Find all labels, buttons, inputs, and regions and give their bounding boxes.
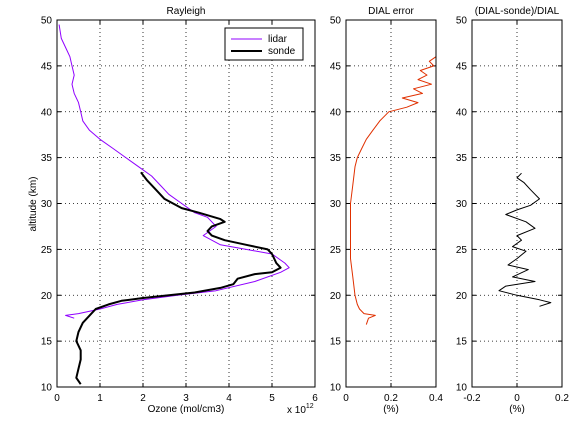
y-tick-label: 15 — [456, 337, 468, 348]
y-tick-label: 10 — [456, 383, 468, 394]
y-tick-label: 45 — [456, 61, 468, 72]
x-tick-label: 0.4 — [429, 393, 443, 404]
x-axis-label: Ozone (mol/cm3) — [148, 404, 225, 415]
dial-sonde-panel: (DIAL-sonde)/DIAL (%) -0.2 0 0.2 10 15 20 25 30… — [456, 6, 570, 415]
axes-frame — [345, 19, 437, 388]
y-tick-label: 30 — [330, 199, 342, 210]
y-tick-label: 45 — [41, 61, 53, 72]
panel-title: DIAL error — [368, 6, 414, 17]
y-tick-label: 25 — [41, 245, 53, 256]
y-tick-label: 50 — [330, 16, 342, 27]
series-line-series-0 — [350, 56, 437, 325]
y-tick-label: 45 — [330, 61, 342, 72]
y-tick-label: 50 — [41, 16, 53, 27]
y-tick-label: 30 — [456, 199, 468, 210]
x-tick-label: -0.2 — [463, 393, 481, 404]
legend: lidar sonde — [224, 27, 304, 61]
y-tick-label: 15 — [330, 337, 342, 348]
y-tick-label: 20 — [330, 291, 342, 302]
y-tick-label: 15 — [41, 337, 53, 348]
x-tick-label: 6 — [312, 393, 318, 404]
y-tick-label: 10 — [41, 383, 53, 394]
y-tick-label: 50 — [456, 16, 468, 27]
x-tick-label: 4 — [226, 393, 232, 404]
x-tick-label: 3 — [183, 393, 189, 404]
legend-label-sonde: sonde — [268, 46, 296, 57]
x-axis-label: (%) — [383, 404, 399, 415]
series-line-series-0 — [498, 172, 552, 307]
dial-error-panel: DIAL error (%) 0 0.2 0.4 10 15 20 25 30 35 40 45 50 — [330, 6, 444, 415]
axes-frame — [56, 19, 316, 388]
y-tick-label: 30 — [41, 199, 53, 210]
y-tick-label: 25 — [330, 245, 342, 256]
y-tick-label: 40 — [41, 107, 53, 118]
rayleigh-panel: Rayleigh Ozone (mol/cm3) altitude (km) x… — [28, 6, 318, 416]
x-tick-label: 0 — [343, 393, 349, 404]
legend-box — [224, 27, 304, 61]
x-tick-label: 0.2 — [555, 393, 569, 404]
x-multiplier: x 1012 — [287, 403, 314, 416]
x-tick-label: 0 — [514, 393, 520, 404]
x-tick-label: 0 — [54, 393, 60, 404]
y-tick-label: 35 — [456, 153, 468, 164]
panel-title: Rayleigh — [167, 6, 206, 17]
y-tick-label: 25 — [456, 245, 468, 256]
x-axis-label: (%) — [509, 404, 525, 415]
axes-frame — [471, 19, 563, 388]
legend-label-lidar: lidar — [268, 34, 288, 45]
x-exponent: 12 — [306, 403, 314, 410]
y-tick-label: 40 — [330, 107, 342, 118]
y-tick-label: 35 — [330, 153, 342, 164]
panel-title: (DIAL-sonde)/DIAL — [475, 6, 560, 17]
y-tick-label: 20 — [41, 291, 53, 302]
y-axis-label: altitude (km) — [28, 176, 39, 231]
series-line-sonde — [75, 171, 282, 385]
x-tick-label: 0.2 — [384, 393, 398, 404]
y-tick-label: 40 — [456, 107, 468, 118]
y-tick-label: 20 — [456, 291, 468, 302]
x-tick-label: 5 — [269, 393, 275, 404]
x-tick-label: 2 — [140, 393, 146, 404]
y-tick-label: 35 — [41, 153, 53, 164]
grid — [57, 20, 315, 387]
y-tick-label: 10 — [330, 383, 342, 394]
x-tick-label: 1 — [97, 393, 103, 404]
